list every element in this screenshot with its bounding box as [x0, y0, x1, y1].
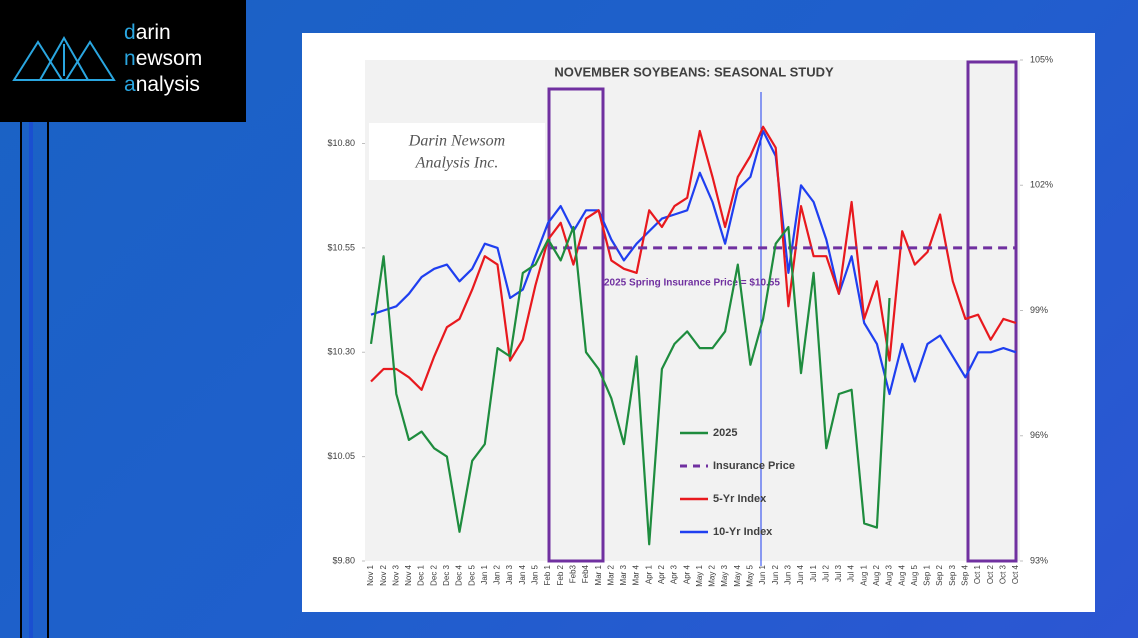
logo-text: darin — [124, 21, 171, 44]
annotation: 2025 Spring Insurance Price = $10.55 — [604, 278, 780, 289]
x-tick-label: Jun 4 — [796, 564, 805, 584]
x-tick-label: Feb4 — [581, 564, 590, 583]
y-tick-label: $10.55 — [327, 242, 355, 252]
x-tick-label: May 4 — [733, 564, 742, 586]
x-tick-label: Mar 3 — [619, 564, 628, 585]
x-tick-label: Jan 2 — [493, 564, 502, 584]
x-tick-label: May 5 — [746, 564, 755, 586]
y-tick-label: $10.05 — [327, 451, 355, 461]
x-tick-label: Jan 1 — [480, 564, 489, 584]
x-tick-label: Sep 3 — [948, 564, 957, 585]
y2-tick-label: 105% — [1030, 54, 1053, 64]
y-tick-label: $9.80 — [332, 555, 355, 565]
x-tick-label: Jun 3 — [783, 564, 792, 584]
x-tick-label: Aug 1 — [859, 564, 868, 585]
x-tick-label: Nov 2 — [379, 564, 388, 585]
y-tick-label: $10.80 — [327, 138, 355, 148]
legend-label: 5-Yr Index — [713, 493, 767, 505]
x-tick-label: Dec 2 — [429, 564, 438, 585]
logo-text: analysis — [124, 73, 200, 96]
x-tick-label: Jul 4 — [847, 564, 856, 581]
x-tick-label: Apr 1 — [644, 564, 653, 584]
logo-icon — [12, 35, 116, 81]
x-tick-label: Jan 5 — [531, 564, 540, 584]
x-tick-label: Jan 3 — [505, 564, 514, 584]
x-tick-label: Jun 2 — [771, 564, 780, 584]
x-tick-label: Oct 4 — [1011, 564, 1020, 584]
x-tick-label: Oct 1 — [973, 564, 982, 584]
x-tick-label: Apr 2 — [657, 564, 666, 584]
x-tick-label: Feb 2 — [556, 564, 565, 585]
watermark: Analysis Inc. — [415, 155, 499, 172]
logo-text: newsom — [124, 47, 202, 70]
x-tick-label: Dec 5 — [467, 564, 476, 585]
x-tick-label: Aug 2 — [872, 564, 881, 585]
x-tick-label: Jul 1 — [809, 564, 818, 581]
x-tick-label: May 3 — [720, 564, 729, 586]
x-tick-label: Apr 3 — [670, 564, 679, 584]
x-tick-label: Dec 4 — [455, 564, 464, 585]
highlight-box — [966, 60, 1018, 563]
x-tick-label: Oct 2 — [986, 564, 995, 584]
x-tick-label: Nov 1 — [366, 564, 375, 585]
x-tick-label: Sep 1 — [923, 564, 932, 585]
x-tick-label: Mar 2 — [606, 564, 615, 585]
y2-tick-label: 96% — [1030, 430, 1048, 440]
y2-tick-label: 102% — [1030, 180, 1053, 190]
x-tick-label: Feb3 — [568, 564, 577, 583]
x-tick-label: Apr 4 — [682, 564, 691, 584]
x-tick-label: Feb 1 — [543, 564, 552, 585]
logo-box — [0, 0, 246, 122]
legend-label: Insurance Price — [713, 460, 795, 472]
x-tick-label: Mar 4 — [632, 564, 641, 585]
legend-label: 2025 — [713, 427, 737, 439]
x-tick-label: Jul 2 — [821, 564, 830, 581]
x-tick-label: May 1 — [695, 564, 704, 586]
series-line — [370, 129, 1017, 396]
x-tick-label: Dec 3 — [442, 564, 451, 585]
highlight-box — [547, 87, 605, 563]
watermark-box — [369, 123, 545, 180]
x-tick-label: Aug 5 — [910, 564, 919, 585]
y2-tick-label: 93% — [1030, 555, 1048, 565]
watermark: Darin Newsom — [408, 133, 505, 150]
legend-label: 10-Yr Index — [713, 526, 773, 538]
x-tick-label: Sep 2 — [935, 564, 944, 585]
series-line — [369, 225, 891, 546]
x-tick-label: Jun 1 — [758, 564, 767, 584]
x-tick-label: Jul 3 — [834, 564, 843, 581]
x-tick-label: Aug 3 — [885, 564, 894, 585]
x-tick-label: Sep 4 — [961, 564, 970, 585]
y2-tick-label: 99% — [1030, 305, 1048, 315]
x-tick-label: Nov 4 — [404, 564, 413, 585]
x-tick-label: Mar 1 — [594, 564, 603, 585]
x-tick-label: May 2 — [708, 564, 717, 586]
x-tick-label: Oct 3 — [998, 564, 1007, 584]
y-tick-label: $10.30 — [327, 347, 355, 357]
chart-title: NOVEMBER SOYBEANS: SEASONAL STUDY — [554, 64, 834, 79]
x-tick-label: Aug 4 — [897, 564, 906, 585]
x-tick-label: Jan 4 — [518, 564, 527, 584]
x-tick-label: Dec 1 — [417, 564, 426, 585]
x-tick-label: Nov 3 — [391, 564, 400, 585]
